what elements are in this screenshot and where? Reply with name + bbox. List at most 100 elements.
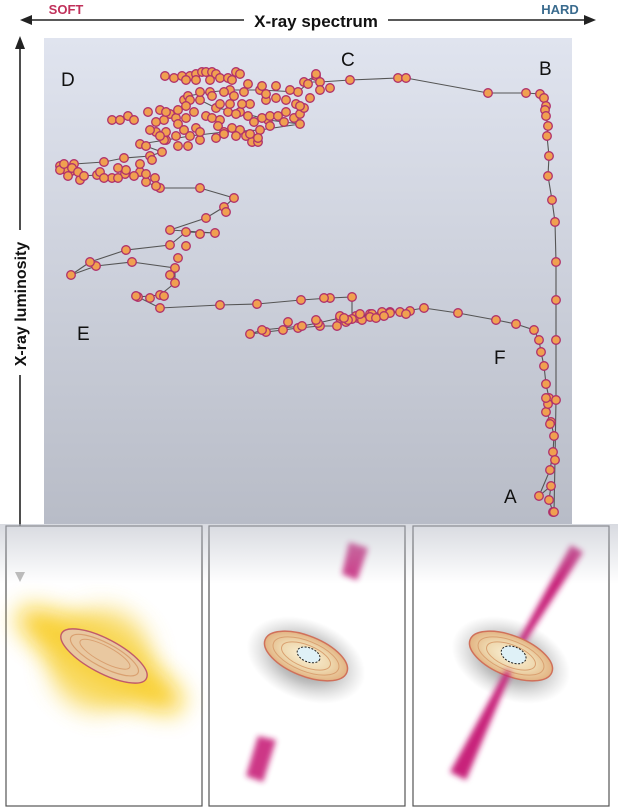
observation-point — [483, 88, 493, 98]
observation-point — [99, 173, 109, 183]
observation-point — [223, 107, 233, 117]
observation-point — [529, 325, 539, 335]
jet-lower — [450, 670, 511, 780]
observation-point — [281, 95, 291, 105]
observation-point — [293, 87, 303, 97]
observation-point — [135, 159, 145, 169]
observation-point — [231, 109, 241, 119]
observation-point — [534, 491, 544, 501]
observation-point — [181, 75, 191, 85]
observation-point — [257, 81, 267, 91]
observation-point — [252, 299, 262, 309]
observation-point — [179, 125, 189, 135]
observation-point — [548, 447, 558, 457]
observation-point — [181, 241, 191, 251]
observation-point — [207, 113, 217, 123]
observation-point — [235, 69, 245, 79]
observation-point — [121, 245, 131, 255]
observation-point — [257, 113, 267, 123]
observation-point — [255, 125, 265, 135]
observation-point — [419, 303, 429, 313]
observation-point — [171, 131, 181, 141]
observation-point — [195, 95, 205, 105]
observation-point — [536, 347, 546, 357]
observation-point — [119, 153, 129, 163]
observation-point — [195, 183, 205, 193]
observation-point — [207, 91, 217, 101]
observation-point — [113, 163, 123, 173]
observation-point — [173, 119, 183, 129]
observation-point — [173, 253, 183, 263]
observation-point — [245, 129, 255, 139]
observation-point — [127, 257, 137, 267]
observation-point — [219, 129, 229, 139]
observation-point — [393, 73, 403, 83]
observation-point — [278, 325, 288, 335]
observation-point — [311, 315, 321, 325]
observation-point — [401, 309, 411, 319]
observation-point — [273, 111, 283, 121]
observation-point — [147, 155, 157, 165]
observation-point — [543, 121, 553, 131]
observation-point — [551, 395, 561, 405]
spectrum-axis: X-ray spectrum SOFT HARD — [20, 2, 596, 31]
point-label-b: B — [539, 59, 552, 80]
observation-point — [339, 313, 349, 323]
observation-point — [347, 292, 357, 302]
observation-point — [183, 141, 193, 151]
observation-point — [181, 101, 191, 111]
observation-point — [145, 125, 155, 135]
plot-fade-overlay — [0, 524, 618, 584]
soft-label: SOFT — [49, 2, 84, 17]
observation-point — [113, 173, 123, 183]
observation-point — [151, 117, 161, 127]
observation-point — [129, 115, 139, 125]
observation-point — [491, 315, 501, 325]
observation-point — [541, 393, 551, 403]
observation-point — [245, 329, 255, 339]
jet-blob-lower — [246, 736, 276, 782]
point-label-a: A — [504, 487, 517, 508]
spectrum-title: X-ray spectrum — [254, 12, 378, 31]
observation-point — [155, 131, 165, 141]
observation-point — [243, 111, 253, 121]
observation-point — [549, 431, 559, 441]
observation-point — [169, 73, 179, 83]
arrow-down-icon — [15, 572, 25, 582]
observation-point — [511, 319, 521, 329]
observation-point — [544, 151, 554, 161]
observation-point — [201, 213, 211, 223]
observation-point — [143, 107, 153, 117]
accretion-disc — [263, 630, 349, 682]
observation-point — [66, 270, 76, 280]
point-label-f: F — [494, 348, 506, 369]
observation-point — [99, 157, 109, 167]
observation-point — [85, 257, 95, 267]
observation-point — [215, 99, 225, 109]
observation-point — [239, 87, 249, 97]
observation-point — [131, 291, 141, 301]
observation-point — [279, 117, 289, 127]
observation-point — [265, 121, 275, 131]
point-label-d: D — [61, 70, 75, 91]
observation-point — [129, 171, 139, 181]
observation-point — [545, 465, 555, 475]
observation-point — [297, 321, 307, 331]
observation-point — [170, 263, 180, 273]
observation-point — [283, 317, 293, 327]
observation-point — [295, 101, 305, 111]
observation-point — [107, 115, 117, 125]
observation-point — [249, 117, 259, 127]
observation-point — [551, 257, 561, 267]
luminosity-label: X-ray luminosity — [13, 242, 30, 367]
observation-point — [205, 75, 215, 85]
observation-point — [160, 71, 170, 81]
observation-points — [55, 67, 561, 517]
observation-point — [141, 141, 151, 151]
observation-point — [211, 133, 221, 143]
observation-point — [355, 309, 365, 319]
observation-point — [345, 75, 355, 85]
observation-point — [63, 171, 73, 181]
observation-point — [245, 99, 255, 109]
observation-point — [303, 79, 313, 89]
